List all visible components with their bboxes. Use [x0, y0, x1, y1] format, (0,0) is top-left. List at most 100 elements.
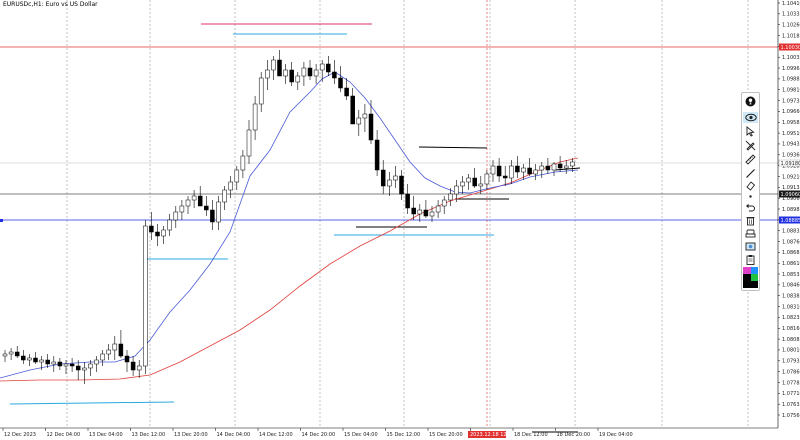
candle-body	[374, 139, 380, 171]
price-tick-label: 1.08535	[782, 272, 800, 278]
stamp-icon[interactable]	[743, 228, 758, 239]
candle-body	[112, 343, 118, 351]
price-tick-label: 1.07560	[782, 413, 800, 419]
time-highlight-label: 2023.12.18 12:00	[470, 432, 515, 438]
bulb-icon[interactable]	[743, 96, 758, 107]
candle-body	[45, 359, 50, 365]
horizontal-lines	[0, 0, 778, 428]
candle-body	[344, 87, 349, 97]
chart-grid	[66, 0, 749, 428]
candle-body	[533, 169, 538, 175]
current-price-label: 1.09180	[781, 161, 800, 167]
eraser-icon[interactable]	[743, 180, 758, 191]
candle-body	[313, 69, 319, 77]
time-tick-label: 14 Dec 20:00	[302, 432, 336, 438]
candle-body	[509, 165, 514, 179]
candle-body	[69, 363, 75, 367]
candle-body	[179, 205, 185, 213]
candle-body	[356, 117, 362, 125]
trend-line	[554, 167, 581, 171]
time-tick-label: 12 Dec 2023	[4, 432, 36, 438]
price-tick-label: 1.09885	[782, 77, 800, 83]
candle-body	[332, 71, 337, 79]
candle-body	[143, 225, 148, 367]
crossed-pen-icon[interactable]	[743, 140, 758, 151]
candle-body	[8, 351, 14, 355]
price-tick-label: 1.08310	[782, 304, 800, 310]
cursor-icon[interactable]	[743, 126, 758, 137]
price-tick-label: 1.08085	[782, 337, 800, 343]
price-tick-label: 1.08235	[782, 315, 800, 321]
line-tool-icon[interactable]	[743, 168, 758, 179]
time-tick-label: 15 Dec 12:00	[387, 432, 421, 438]
trend-line	[418, 146, 488, 149]
screenshot-icon[interactable]	[743, 241, 758, 252]
candle-body	[466, 177, 471, 183]
price-tick-label: 1.08385	[782, 294, 800, 300]
color-palette-icon[interactable]	[743, 267, 758, 288]
price-tick-label: 1.09660	[782, 109, 800, 115]
candle-body	[27, 357, 32, 361]
price-tick-label: 1.09135	[782, 185, 800, 191]
price-tick-label: 1.09735	[782, 98, 800, 104]
price-tick-label: 1.09510	[782, 131, 800, 137]
price-tick-label: 1.07935	[782, 359, 800, 365]
price-badge-label: 1.09060	[781, 192, 800, 198]
price-tick-label: 1.09435	[782, 142, 800, 148]
candle-body	[472, 177, 477, 187]
candle-body	[197, 195, 203, 207]
price-tick-label: 1.10035	[782, 55, 800, 61]
candle-body	[502, 175, 508, 179]
candle-body	[228, 181, 233, 191]
clipboard-icon[interactable]	[743, 254, 758, 265]
candle-body	[39, 359, 44, 363]
price-tick-label: 1.08760	[782, 239, 800, 245]
symbol-title: EURUSDc,H1: Euro vs US Dollar	[3, 1, 98, 8]
candle-body	[496, 165, 502, 177]
candle-body	[563, 165, 569, 169]
candle-body	[448, 193, 453, 201]
candle-body	[173, 211, 179, 221]
level-marker	[0, 219, 3, 222]
candle-body	[307, 67, 313, 77]
undo-icon[interactable]	[743, 202, 758, 213]
time-tick-label: 19 Dec 04:00	[599, 432, 633, 438]
candle-body	[551, 163, 557, 171]
time-tick-label: 15 Dec 04:00	[344, 432, 378, 438]
dot-icon[interactable]	[743, 191, 758, 202]
candle-body	[521, 167, 526, 173]
price-tick-label: 1.08685	[782, 250, 800, 256]
price-tick-label: 1.10260	[782, 22, 800, 28]
ruler-icon[interactable]	[743, 154, 758, 165]
price-tick-label: 1.07860	[782, 369, 800, 375]
price-tick-label: 1.08610	[782, 261, 800, 267]
candle-body	[350, 95, 355, 125]
candle-body	[57, 361, 63, 367]
candle-body	[417, 209, 423, 215]
time-tick-label: 14 Dec 12:00	[259, 432, 293, 438]
eye-icon[interactable]	[743, 112, 758, 123]
candle-body	[33, 357, 38, 363]
candle-body	[191, 195, 197, 201]
candle-body	[527, 167, 532, 175]
candle-body	[454, 185, 459, 195]
candle-body	[210, 209, 215, 223]
price-tick-label: 1.09360	[782, 153, 800, 159]
trash-icon[interactable]	[743, 215, 758, 226]
price-tick-label: 1.08160	[782, 326, 800, 332]
candle-body	[136, 365, 142, 371]
price-tick-label: 1.07635	[782, 402, 800, 408]
price-badge-label: 1.08885	[781, 218, 800, 224]
price-tick-label: 1.09060	[782, 196, 800, 202]
candle-body	[539, 165, 545, 171]
candle-body	[295, 75, 301, 83]
price-tick-label: 1.08010	[782, 348, 800, 354]
candle-body	[216, 201, 221, 223]
drawing-toolbar	[741, 92, 760, 291]
price-badge	[779, 43, 800, 51]
candle-body	[277, 59, 282, 77]
candle-body	[21, 355, 26, 361]
candle-body	[63, 363, 69, 367]
price-tick-label: 1.09810	[782, 88, 800, 94]
